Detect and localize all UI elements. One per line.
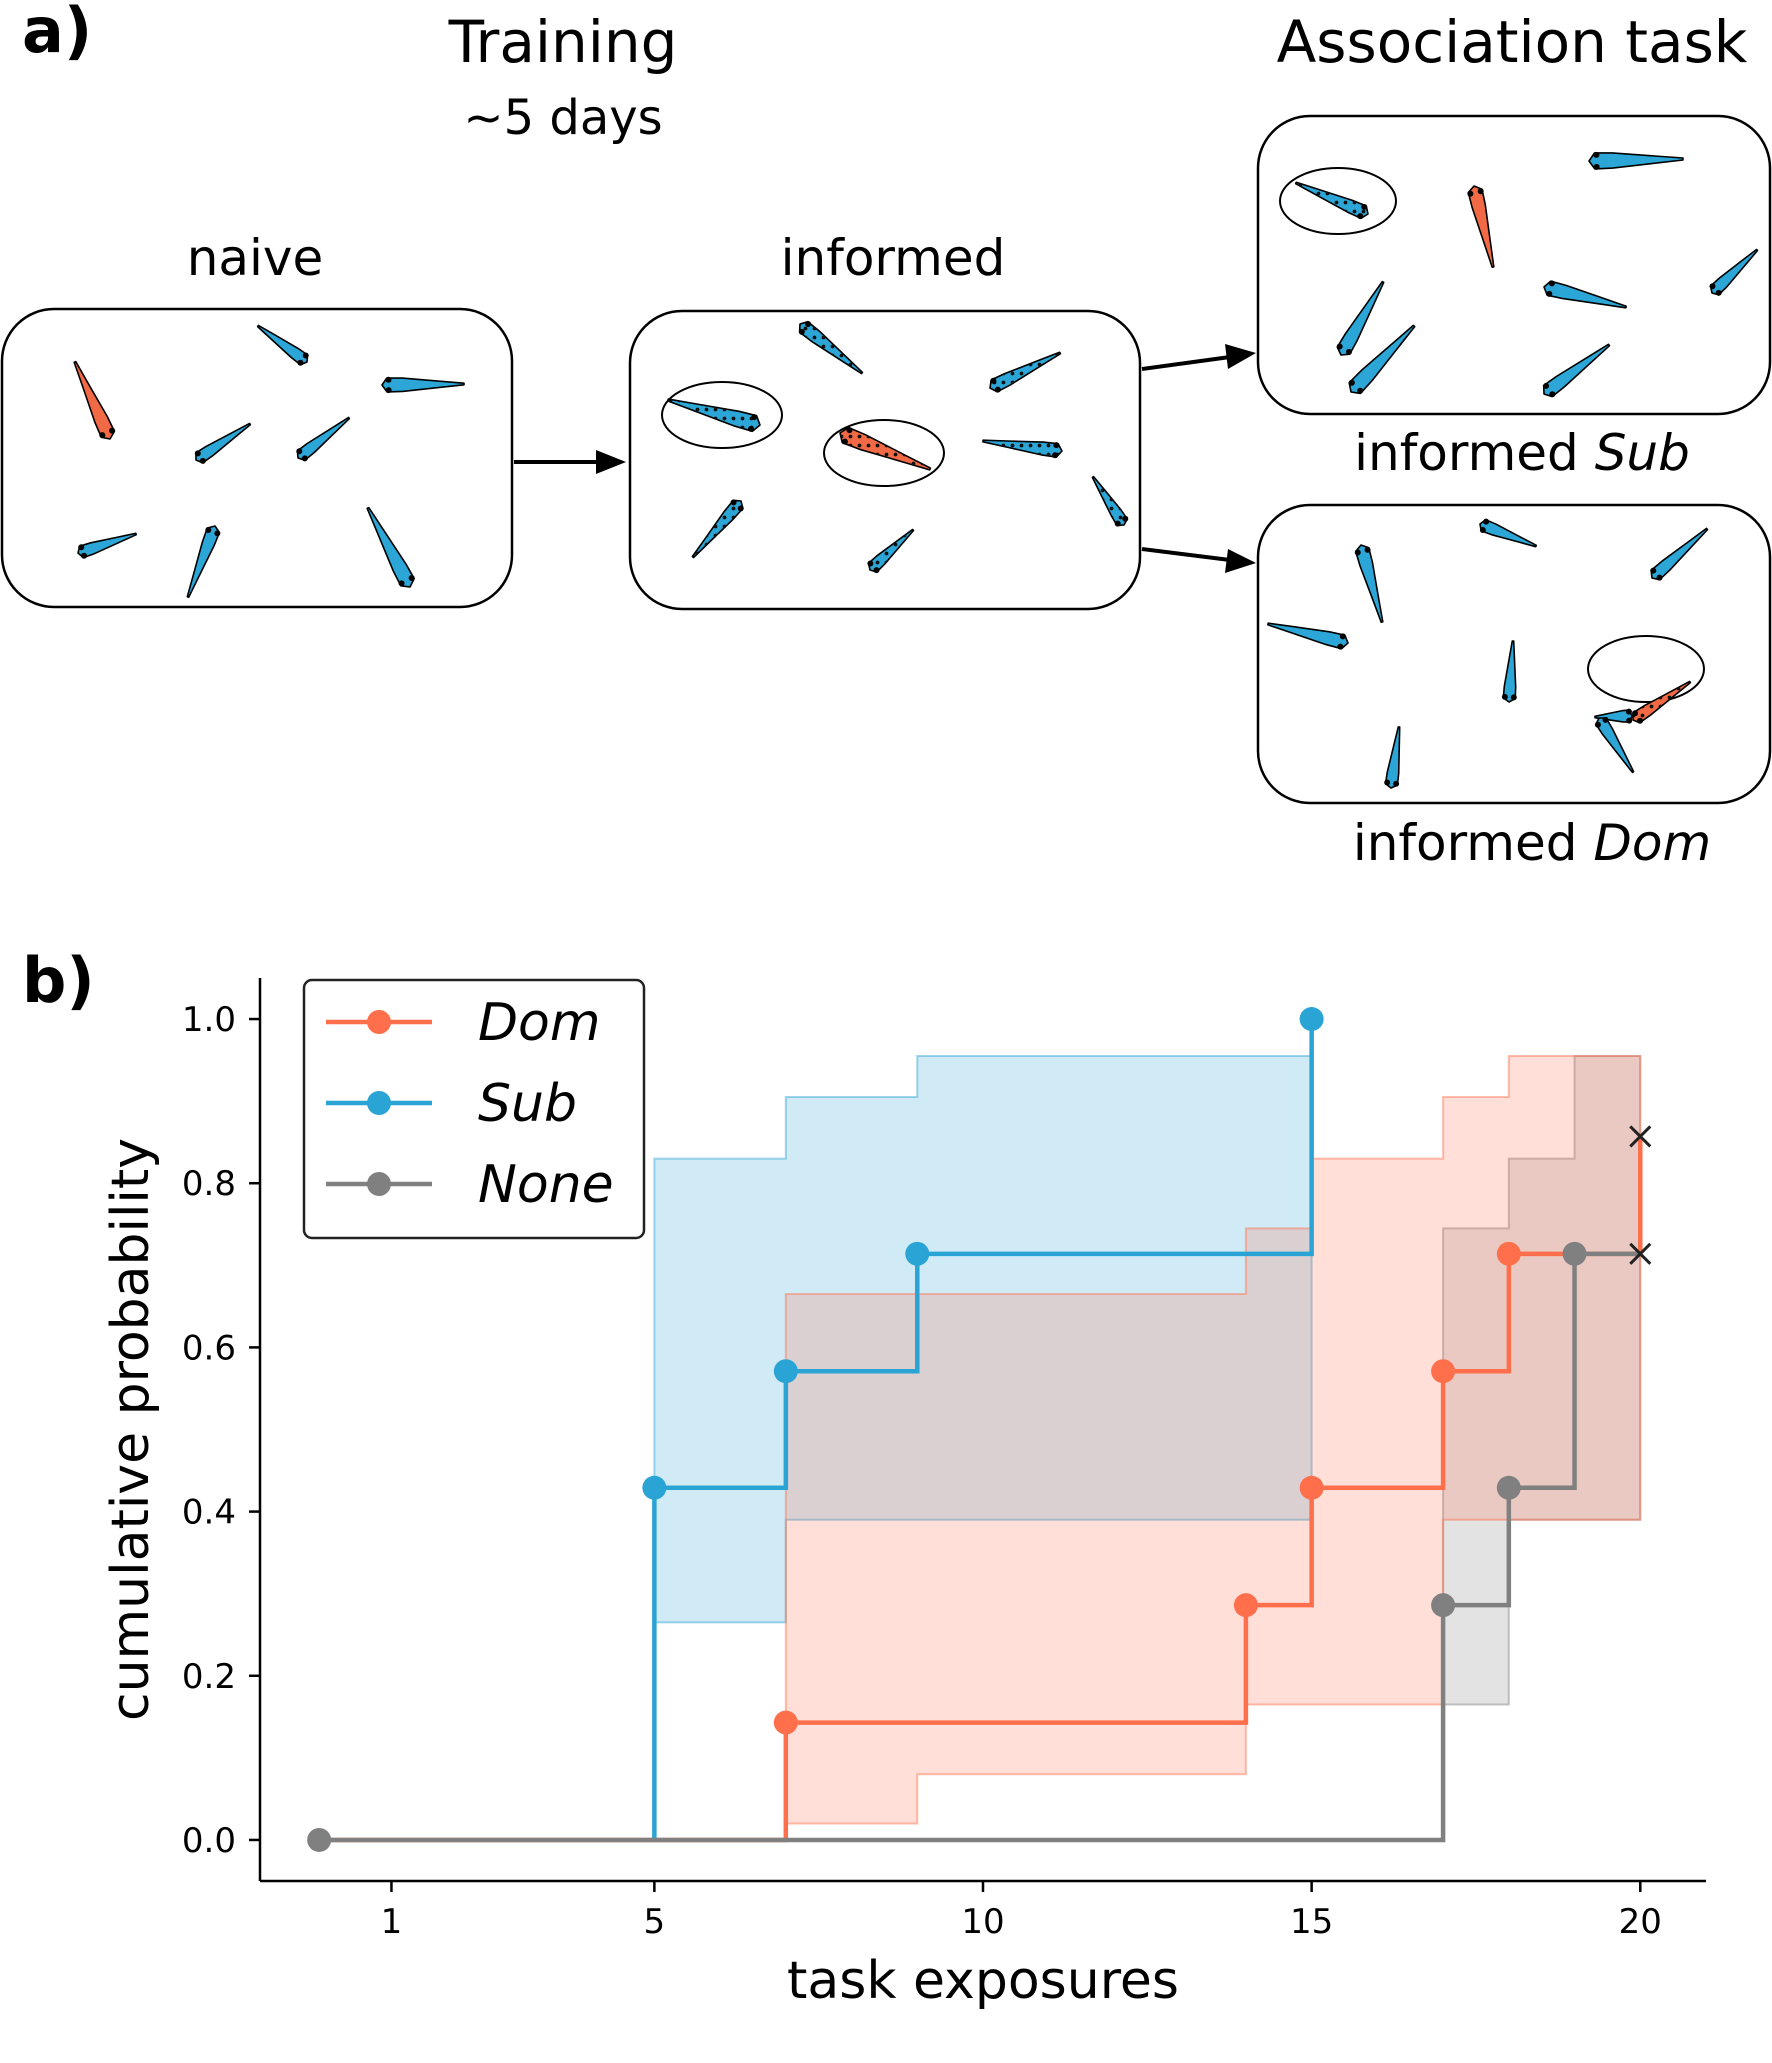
point-dom — [1233, 1593, 1258, 1618]
association-task-title: Association task — [1277, 8, 1748, 76]
y-tick-label: 0.2 — [182, 1657, 236, 1697]
point-sub — [905, 1241, 930, 1266]
ci-band-dom — [784, 1054, 1642, 1825]
x-axis-label: task exposures — [787, 1951, 1179, 2011]
fish-icon — [194, 422, 252, 464]
fish-icon — [1354, 544, 1384, 623]
informed-sub-tank — [1256, 114, 1772, 416]
point-dom — [773, 1710, 798, 1735]
fish-icon — [989, 351, 1062, 393]
fish-icon — [256, 324, 309, 366]
fish-icon — [798, 320, 864, 375]
fish-icon — [1594, 716, 1635, 774]
point-sub — [1299, 1007, 1324, 1032]
fish-icon — [1588, 151, 1684, 170]
point-dom — [1299, 1475, 1324, 1500]
point-dom — [1496, 1241, 1521, 1266]
legend-item-sub: Sub — [326, 1074, 577, 1134]
fish-icon — [1348, 324, 1416, 395]
naive-tank — [0, 307, 514, 609]
point-dom — [1431, 1359, 1456, 1384]
training-duration: ~5 days — [463, 90, 662, 146]
y-tick-label: 0.0 — [182, 1821, 236, 1861]
legend-label: None — [478, 1155, 614, 1215]
fish-icon — [1542, 343, 1611, 398]
arrow-informed-to-sub — [1141, 344, 1256, 371]
fish-icon — [366, 506, 415, 588]
fish-icon — [1091, 475, 1129, 527]
highlight-ring — [1587, 635, 1705, 703]
arrow-naive-to-informed — [514, 450, 626, 474]
series-markers — [307, 1007, 1652, 1852]
fish-icon — [1336, 280, 1385, 356]
arrow-informed-to-dom — [1141, 547, 1256, 573]
fish-icon — [1543, 280, 1627, 309]
fish-icon — [839, 426, 932, 471]
fish-icon — [1501, 640, 1517, 703]
point-none — [1496, 1475, 1521, 1500]
fish-icon — [77, 532, 137, 559]
panel-b-label: b) — [22, 944, 95, 1017]
fish-icon — [1467, 185, 1495, 268]
highlight-ring — [1279, 167, 1397, 235]
censor-mark-none — [1629, 1242, 1652, 1265]
fish-icon — [1267, 622, 1349, 650]
y-tick-label: 0.8 — [182, 1164, 236, 1204]
informed-dom-label: informed Dom — [1353, 814, 1711, 872]
fish-icon — [1650, 527, 1709, 581]
legend-label: Dom — [478, 993, 601, 1053]
informed-sub-label: informed Sub — [1354, 424, 1690, 482]
line-none — [319, 1251, 1641, 1843]
legend-box — [302, 978, 646, 1240]
x-tick-label: 10 — [961, 1902, 1004, 1942]
y-tick-label: 0.4 — [182, 1493, 236, 1533]
x-tick-label: 1 — [381, 1902, 403, 1942]
highlight-ring — [823, 419, 945, 487]
legend-label: Sub — [478, 1074, 577, 1134]
legend: Dom Sub None — [302, 978, 646, 1240]
confidence-bands — [653, 1054, 1642, 1825]
point-none — [1431, 1593, 1456, 1618]
x-tick-label: 20 — [1619, 1902, 1662, 1942]
censor-mark-dom — [1629, 1125, 1652, 1148]
fish-icon — [1294, 181, 1369, 220]
fish-icon — [296, 416, 351, 462]
training-title: Training — [448, 8, 678, 76]
fish-layer — [73, 151, 1759, 789]
fish-icon — [1632, 680, 1692, 724]
y-tick-label: 0.6 — [182, 1328, 236, 1368]
naive-label: naive — [187, 229, 324, 287]
legend-item-dom: Dom — [326, 993, 601, 1053]
fish-icon — [1709, 248, 1759, 296]
line-sub — [652, 1019, 1314, 1840]
x-tick-label: 15 — [1290, 1902, 1333, 1942]
y-axis-label: cumulative probability — [101, 1138, 161, 1721]
fish-icon — [1384, 726, 1401, 789]
point-none — [307, 1827, 332, 1852]
point-sub — [773, 1359, 798, 1384]
informed-tank — [628, 309, 1142, 611]
y-tick-label: 1.0 — [182, 1000, 236, 1040]
fish-icon — [982, 439, 1063, 459]
legend-item-none: None — [326, 1155, 614, 1215]
informed-label: informed — [781, 229, 1006, 287]
fish-icon — [73, 360, 116, 440]
point-sub — [642, 1475, 667, 1500]
fish-icon — [867, 528, 915, 574]
fish-icon — [666, 398, 761, 433]
panel-a-label: a) — [22, 0, 92, 67]
panel-a-schematic: a) Training ~5 days Association task nai… — [0, 0, 1772, 872]
x-tick-label: 5 — [644, 1902, 666, 1942]
fish-icon — [186, 525, 221, 599]
highlight-ring — [661, 381, 783, 449]
fish-icon — [691, 499, 744, 559]
point-none — [1562, 1241, 1587, 1266]
fish-icon — [1479, 518, 1538, 548]
fish-icon — [381, 376, 465, 394]
